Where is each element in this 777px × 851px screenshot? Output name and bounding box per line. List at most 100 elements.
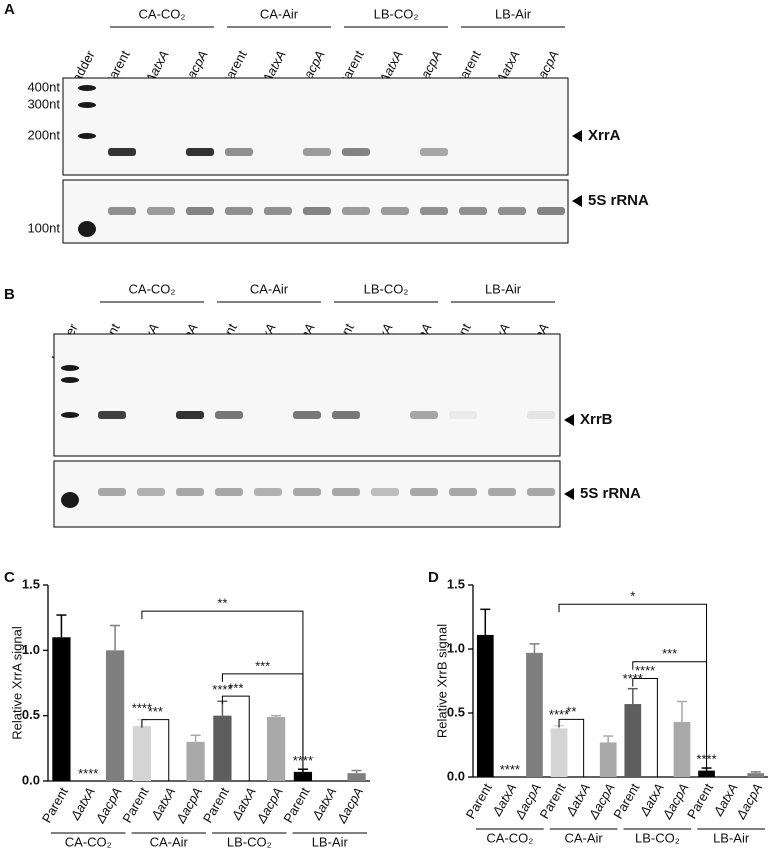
y-axis-label: Relative XrrB signal (434, 624, 449, 738)
arrow (572, 130, 582, 142)
band (137, 488, 165, 496)
group-label: LB-Air (495, 6, 532, 21)
panel-label: D (428, 569, 439, 586)
band (449, 488, 477, 496)
arrow (564, 488, 574, 500)
band (537, 207, 565, 215)
band (488, 488, 516, 496)
band (186, 207, 214, 215)
band (186, 148, 214, 156)
group-label: LB-CO₂ (374, 6, 419, 21)
band (225, 148, 253, 156)
y-tick-label: 0.0 (22, 772, 40, 787)
y-tick-label: 0.0 (447, 768, 465, 783)
band (303, 207, 331, 215)
arrow (564, 414, 574, 426)
x-tick-label: Parent (463, 780, 495, 821)
y-tick-label: 1.5 (22, 576, 40, 591)
y-tick-label: 0.5 (447, 704, 465, 719)
panel-label: A (4, 1, 15, 18)
bar (266, 716, 286, 781)
band (176, 411, 204, 419)
bracket (558, 718, 585, 777)
band-label: 5S rRNA (580, 485, 641, 502)
bracket-label: *** (148, 704, 163, 719)
group-label: CA-Air (250, 281, 289, 296)
x-tick-label: Parent (684, 780, 716, 821)
group-label: LB-CO₂ (227, 834, 272, 849)
band (410, 488, 438, 496)
bracket (632, 677, 658, 777)
group-label: LB-Air (713, 830, 750, 845)
group-label: LB-CO₂ (635, 830, 680, 845)
ladder-band (78, 85, 96, 91)
band (449, 411, 477, 419)
marker-label: 100nt (27, 220, 60, 235)
x-tick-label: Parent (536, 780, 568, 821)
ladder-band (61, 412, 79, 418)
bar (213, 715, 232, 781)
band (147, 207, 175, 215)
bar (52, 637, 71, 781)
band (108, 148, 136, 156)
group-label: LB-Air (485, 281, 522, 296)
ladder-band (78, 102, 96, 108)
band (342, 207, 370, 215)
bracket (141, 719, 170, 781)
x-tick-label: Parent (119, 784, 151, 825)
band (303, 148, 331, 156)
bracket-label: *** (662, 646, 677, 661)
significance: **** (549, 707, 569, 722)
band (332, 411, 360, 419)
ladder-band (61, 492, 79, 508)
band (420, 148, 448, 156)
bracket-label: **** (635, 663, 655, 678)
bar (673, 721, 691, 777)
band (293, 411, 321, 419)
band-label: XrrB (580, 411, 613, 428)
panel-label: C (4, 569, 15, 586)
marker-label: 400nt (27, 79, 60, 94)
ladder-band (61, 377, 79, 383)
bracket (221, 695, 250, 781)
x-tick-label: Parent (39, 784, 71, 825)
bracket-label: ** (566, 704, 576, 719)
group-label: CA-Air (260, 6, 299, 21)
group-label: CA-CO₂ (139, 6, 186, 21)
x-tick-label: ΔacpA (92, 785, 125, 827)
ladder-band (61, 365, 79, 371)
bar (105, 650, 125, 781)
panel-label: B (4, 286, 15, 303)
band (371, 488, 399, 496)
significance: **** (132, 700, 152, 715)
band (459, 207, 487, 215)
band (332, 488, 360, 496)
bar (186, 741, 205, 781)
band (225, 207, 253, 215)
y-axis-label: Relative XrrA signal (9, 626, 24, 740)
significance: **** (500, 762, 520, 777)
band (98, 411, 126, 419)
group-label: CA-CO₂ (129, 281, 176, 296)
band (293, 488, 321, 496)
band (264, 207, 292, 215)
band (420, 207, 448, 215)
group-label: CA-Air (564, 830, 603, 845)
bar (476, 634, 494, 777)
group-label: LB-Air (312, 834, 349, 849)
bar (599, 742, 617, 777)
x-tick-label: ΔacpA (172, 785, 205, 827)
bar (132, 726, 152, 781)
group-label: LB-CO₂ (364, 281, 409, 296)
significance: **** (212, 682, 232, 697)
y-tick-label: 1.5 (447, 576, 465, 591)
x-tick-label: Parent (610, 780, 642, 821)
bracket (558, 603, 708, 777)
band (215, 411, 243, 419)
marker-label: 300nt (27, 96, 60, 111)
band (98, 488, 126, 496)
bracket-label: *** (255, 658, 270, 673)
band (410, 411, 438, 419)
band (381, 207, 409, 215)
